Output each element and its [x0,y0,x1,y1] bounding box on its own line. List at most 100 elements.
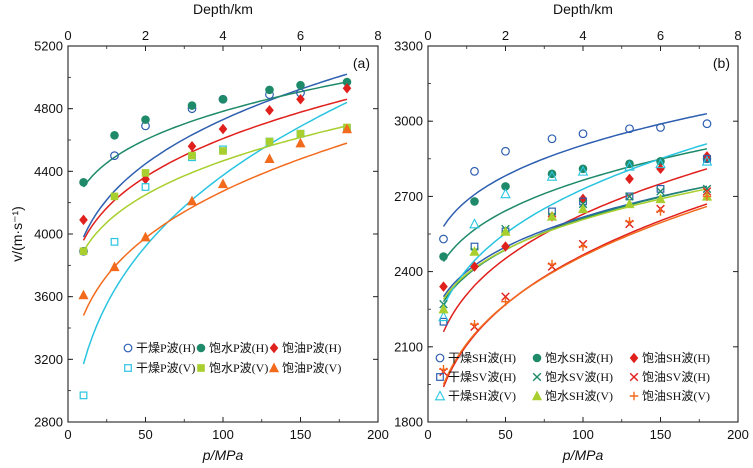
x-axis-label: p/MPa [562,447,604,463]
data-point-s1 [656,123,665,132]
data-point-s7 [546,170,558,181]
legend-label: 干燥SH波(H) [448,351,516,365]
legend-label: 干燥SV波(H) [448,370,516,384]
data-point-s8 [546,210,558,221]
x-tick-label: 100 [212,427,234,442]
data-point-s6 [109,261,120,272]
y-tick-label: 4800 [34,101,63,116]
fit-curve-7 [442,143,708,308]
legend-label: 干燥SH波(V) [448,389,516,403]
x2-tick-label: 8 [734,28,741,43]
x-tick-label: 200 [367,427,389,442]
x2-tick-label: 4 [219,28,226,43]
data-point-s3 [656,163,665,175]
y-tick-label: 4000 [34,227,63,242]
y-tick-label: 5200 [34,39,63,54]
fit-curve-5 [442,185,708,303]
data-point-s8 [624,198,635,209]
data-point-s9 [656,207,665,216]
x2-tick-label: 0 [64,28,71,43]
data-point-s9 [625,217,634,226]
data-point-s8 [577,203,589,214]
data-point-s9 [501,297,510,306]
data-point-s1 [702,119,712,129]
x2-tick-label: 6 [657,28,664,43]
y-tick-label: 2700 [394,189,423,204]
panel-label: (b) [713,55,730,71]
data-point-s5 [625,192,634,201]
data-point-s1 [439,234,448,244]
data-point-s6 [186,195,198,206]
y-tick-label: 3000 [394,114,423,129]
data-point-s6 [264,153,275,163]
legend-label: 饱油P波(H) [282,340,341,355]
data-point-s2 [141,115,150,124]
x-tick-label: 0 [64,427,71,442]
data-point-s4 [110,237,119,246]
data-point-s4 [439,317,448,326]
legend-marker [531,390,543,401]
y-tick-label: 2400 [394,264,423,279]
legend-marker [269,342,279,354]
data-point-s3 [79,214,88,226]
legend-marker [268,362,280,373]
data-point-s3 [625,173,634,185]
data-point-s8 [438,303,449,314]
fit-curve-2 [442,148,708,263]
fit-curve-2 [82,81,348,188]
data-point-s5 [188,151,196,160]
data-point-s2 [439,252,448,261]
x2-tick-label: 6 [297,28,304,43]
data-point-s5 [265,137,274,146]
legend-marker [123,343,133,353]
data-point-s9 [470,319,479,329]
x2-tick-label: 2 [502,28,509,43]
data-point-s7 [577,165,589,176]
data-point-s7 [655,158,666,169]
data-point-s2 [265,85,274,95]
y-tick-label: 2100 [394,339,423,354]
legend-marker [434,390,446,401]
plot-frame [427,45,739,423]
data-point-s5 [656,187,665,196]
panel-a: 0 50 100 150 200 0 2 4 6 8 2800 3200 3600 4000 4400 480… [9,1,389,463]
fit-curve-6 [82,142,348,316]
data-point-s1 [470,166,479,176]
legend-label: 饱水SH波(V) [545,388,613,403]
data-point-s1 [547,134,557,144]
data-point-s3 [265,105,274,116]
data-point-s4 [703,154,711,163]
data-point-s2 [296,80,305,90]
data-point-s4 [141,183,150,191]
data-point-s3 [470,261,479,272]
data-point-s1 [578,129,588,139]
data-point-s2 [218,94,228,104]
data-point-s3 [218,123,228,135]
fit-curve-3 [82,98,348,241]
data-point-s3 [296,94,305,105]
legend-marker [196,343,206,353]
data-point-s6 [140,231,151,242]
data-point-s8 [655,193,666,204]
data-point-s2 [470,197,479,206]
legend-label: 饱水SH波(H) [545,350,613,365]
data-point-s1 [625,124,634,134]
fit-curve-3 [442,168,708,333]
legend-marker [629,352,639,364]
legend-marker [197,364,205,372]
panel-label: (a) [353,55,370,71]
legend-marker [629,391,639,401]
data-point-s6 [501,292,510,301]
legend-label: 饱油SH波(H) [642,350,710,365]
data-point-s6 [341,123,353,134]
data-point-s5 [219,147,227,155]
fit-curve-4 [82,101,348,365]
data-point-s5 [79,247,88,256]
data-point-s7 [438,310,449,322]
x-tick-label: 150 [290,427,312,442]
data-point-s3 [187,141,197,152]
x2-tick-label: 0 [424,28,431,43]
data-point-s6 [295,137,306,148]
fit-curve-5 [82,125,348,252]
